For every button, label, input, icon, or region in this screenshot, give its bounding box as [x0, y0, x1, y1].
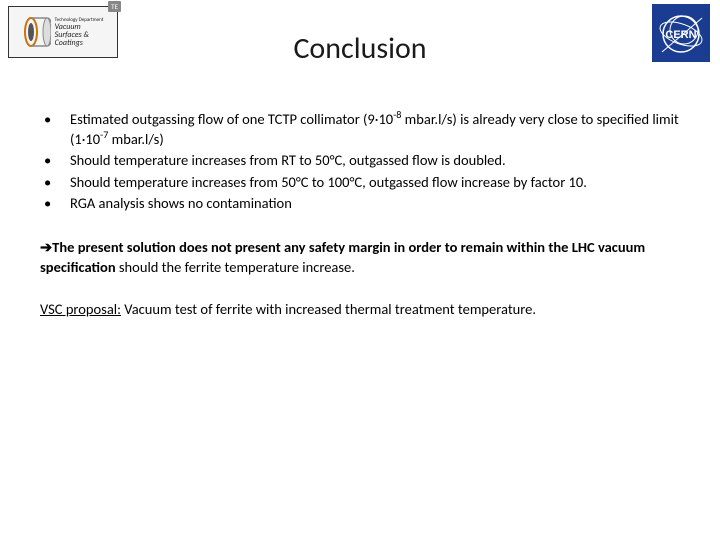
vsc-logo: TE Technology Department Vacuum Surfaces…: [8, 6, 118, 58]
cern-logo-text: CERN: [665, 29, 696, 41]
slide-header: TE Technology Department Vacuum Surfaces…: [0, 0, 720, 80]
bullet-list: • Estimated outgassing flow of one TCTP …: [40, 110, 680, 214]
proposal-paragraph: VSC proposal: Vacuum test of ferrite wit…: [40, 300, 680, 320]
cern-logo: CERN: [652, 4, 710, 62]
bullet-item: • Should temperature increases from RT t…: [40, 151, 680, 171]
bullet-item: • RGA analysis shows no contamination: [40, 194, 680, 214]
conclusion-paragraph: ➔The present solution does not present a…: [40, 238, 680, 278]
slide-content: • Estimated outgassing flow of one TCTP …: [0, 80, 720, 320]
bullet-item: • Estimated outgassing flow of one TCTP …: [40, 110, 680, 149]
vacuum-tube-icon: [23, 15, 51, 49]
proposal-label: VSC proposal:: [40, 300, 121, 318]
bullet-item: • Should temperature increases from 50°C…: [40, 173, 680, 193]
vsc-logo-text: Technology Department Vacuum Surfaces & …: [55, 18, 104, 47]
te-badge: TE: [108, 1, 121, 12]
arrow-icon: ➔: [40, 240, 52, 256]
